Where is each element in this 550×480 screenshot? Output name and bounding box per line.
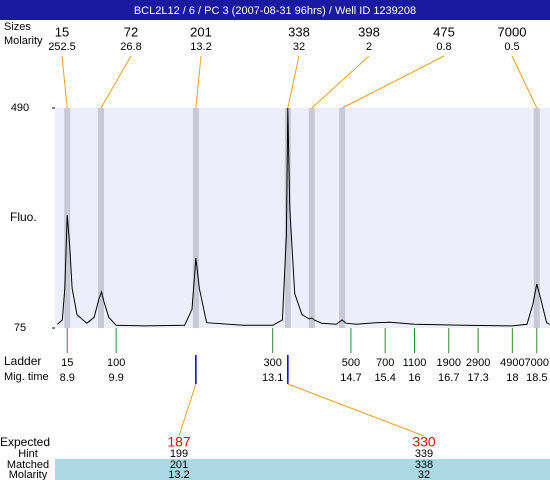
peak-molarity: 13.2: [190, 41, 211, 53]
y-tick-label: 75: [14, 322, 26, 334]
y-label: Fluo.: [10, 210, 37, 224]
ladder-size: 100: [107, 357, 125, 369]
ladder-time: 14.7: [340, 372, 361, 384]
peak-leader: [341, 55, 445, 109]
molarity-value: 32: [418, 469, 430, 480]
expected-value: 330: [412, 434, 436, 450]
ladder-size: 15: [61, 357, 73, 369]
trace: [57, 107, 550, 327]
ladder-time: 18: [506, 372, 518, 384]
expected-value: 187: [167, 434, 191, 450]
ladder-size: 500: [342, 357, 360, 369]
peak-band: [192, 108, 199, 328]
ladder-time: 15.4: [374, 372, 395, 384]
peak-leader: [61, 55, 68, 109]
matched-label: Matched: [7, 459, 49, 471]
matched-value: 338: [415, 459, 433, 471]
ladder-time: 16.7: [438, 372, 459, 384]
ladder-label: Ladder: [4, 354, 41, 368]
peak-band: [97, 108, 104, 328]
peak-band: [308, 108, 315, 328]
peak-leader: [287, 55, 300, 109]
matched-band: [55, 459, 550, 480]
peak-molarity: 2: [366, 41, 372, 53]
title: BCL2L12 / 6 / PC 3 (2007-08-31 96hrs) / …: [134, 5, 416, 17]
peak-size: 398: [358, 24, 380, 39]
peak-molarity: 32: [293, 41, 305, 53]
peak-molarity: 0.8: [436, 41, 451, 53]
peak-leader: [511, 55, 538, 109]
peak-band: [533, 108, 540, 328]
peak-leader: [195, 55, 202, 109]
peak-leader: [100, 55, 132, 109]
molarity-value: 13.2: [168, 469, 189, 480]
ladder-size: 700: [376, 357, 394, 369]
peak-size: 15: [55, 24, 69, 39]
expected-leader: [178, 383, 197, 437]
peak-molarity: 0.5: [504, 41, 519, 53]
ladder-size: 4900: [500, 357, 524, 369]
mig-time-label: Mig. time: [4, 371, 49, 383]
hint-label: Hint: [18, 448, 38, 460]
ladder-time: 9.9: [108, 372, 123, 384]
hint-value: 339: [415, 448, 433, 460]
peak-size: 475: [433, 24, 455, 39]
molarity-row-label: Molarity: [9, 469, 48, 480]
ladder-time: 16: [408, 372, 420, 384]
size-label: Sizes: [4, 21, 31, 33]
peak-band: [339, 108, 346, 328]
y-tick-label: 490: [11, 102, 29, 114]
molarity-label: Molarity: [4, 35, 43, 47]
peak-molarity: 252.5: [48, 41, 76, 53]
peak-size: 201: [190, 24, 212, 39]
plot-area: [55, 108, 550, 328]
ladder-time: 17.3: [467, 372, 488, 384]
peak-band: [284, 108, 291, 328]
ladder-size: 300: [263, 357, 281, 369]
peak-molarity: 26.8: [120, 41, 141, 53]
ladder-size: 1100: [403, 357, 427, 369]
ladder-time: 8.9: [60, 372, 75, 384]
expected-label: Expected: [0, 435, 50, 449]
peak-size: 7000: [498, 24, 527, 39]
peak-leader: [311, 55, 370, 109]
ladder-size: 1900: [437, 357, 461, 369]
ladder-time: 13.1: [262, 372, 283, 384]
matched-value: 201: [170, 459, 188, 471]
ladder-size: 2900: [466, 357, 490, 369]
peak-size: 72: [124, 24, 138, 39]
expected-leader: [287, 383, 425, 437]
hint-value: 199: [170, 448, 188, 460]
ladder-size: 7000: [525, 357, 549, 369]
peak-size: 338: [288, 24, 310, 39]
ladder-time: 18.5: [526, 372, 547, 384]
title-bar: [0, 0, 550, 20]
